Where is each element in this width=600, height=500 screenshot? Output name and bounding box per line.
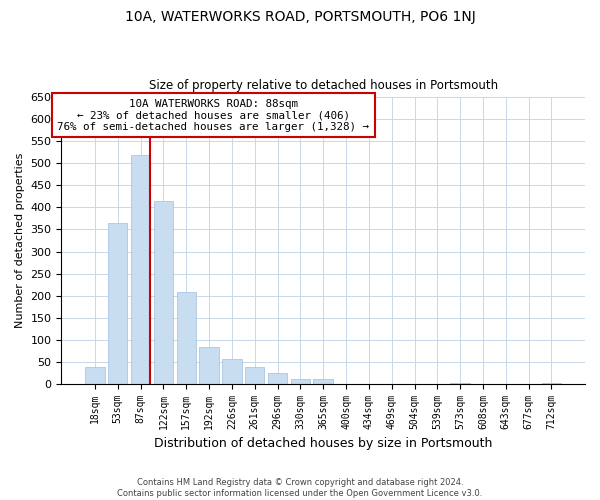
Y-axis label: Number of detached properties: Number of detached properties xyxy=(15,153,25,328)
Bar xyxy=(268,372,287,384)
Bar xyxy=(245,368,265,384)
Bar xyxy=(451,383,470,384)
Bar xyxy=(313,380,333,384)
Bar xyxy=(131,154,150,384)
Text: 10A WATERWORKS ROAD: 88sqm
← 23% of detached houses are smaller (406)
76% of sem: 10A WATERWORKS ROAD: 88sqm ← 23% of deta… xyxy=(57,99,369,132)
Bar xyxy=(85,367,104,384)
Bar xyxy=(290,380,310,384)
Bar xyxy=(542,383,561,384)
Text: 10A, WATERWORKS ROAD, PORTSMOUTH, PO6 1NJ: 10A, WATERWORKS ROAD, PORTSMOUTH, PO6 1N… xyxy=(125,10,475,24)
Bar xyxy=(199,346,219,384)
X-axis label: Distribution of detached houses by size in Portsmouth: Distribution of detached houses by size … xyxy=(154,437,493,450)
Bar xyxy=(222,359,242,384)
Bar xyxy=(154,201,173,384)
Bar xyxy=(176,292,196,384)
Text: Contains HM Land Registry data © Crown copyright and database right 2024.
Contai: Contains HM Land Registry data © Crown c… xyxy=(118,478,482,498)
Bar xyxy=(108,223,127,384)
Title: Size of property relative to detached houses in Portsmouth: Size of property relative to detached ho… xyxy=(149,79,498,92)
